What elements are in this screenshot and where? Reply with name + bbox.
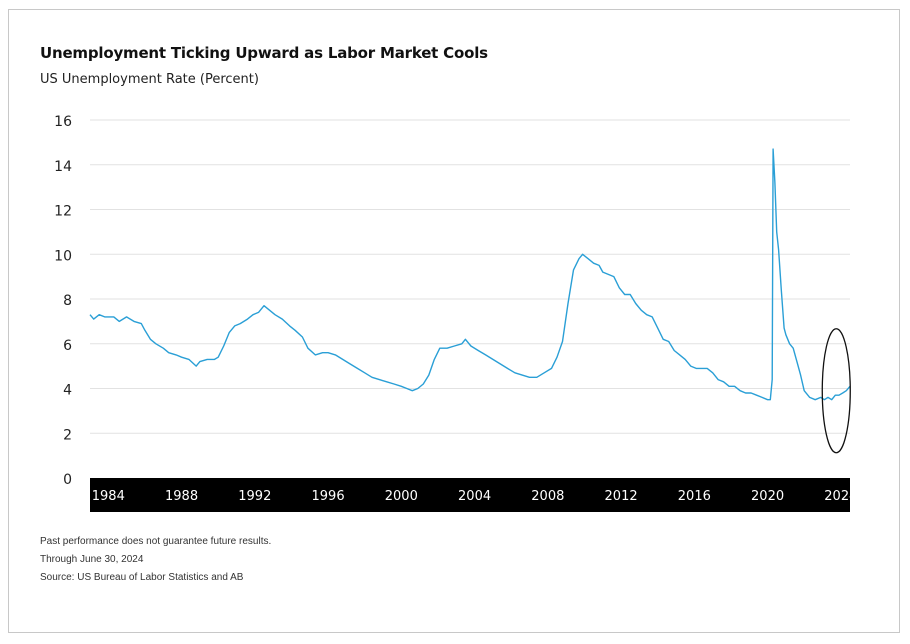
x-tick-label: 2008 <box>531 489 564 504</box>
chart-subtitle: US Unemployment Rate (Percent) <box>40 72 259 87</box>
x-tick-label: 2000 <box>385 489 418 504</box>
x-tick-label: 1984 <box>92 489 125 504</box>
x-tick-label: 2024 <box>824 489 857 504</box>
footnote-source: Source: US Bureau of Labor Statistics an… <box>40 572 244 583</box>
x-tick-label: 1992 <box>238 489 271 504</box>
y-tick-label: 0 <box>63 472 72 488</box>
x-axis-band <box>90 478 850 512</box>
x-tick-label: 1988 <box>165 489 198 504</box>
x-tick-label: 2004 <box>458 489 491 504</box>
y-tick-label: 4 <box>63 383 72 399</box>
footnote-date: Through June 30, 2024 <box>40 554 144 565</box>
highlight-ellipse <box>821 328 851 454</box>
x-tick-label: 1996 <box>312 489 345 504</box>
y-tick-label: 16 <box>54 114 72 130</box>
chart-title: Unemployment Ticking Upward as Labor Mar… <box>40 44 488 62</box>
y-tick-label: 6 <box>63 338 72 354</box>
y-tick-label: 14 <box>54 159 72 175</box>
y-tick-label: 2 <box>63 427 72 443</box>
y-tick-label: 12 <box>54 204 72 220</box>
y-tick-label: 10 <box>54 248 72 264</box>
y-tick-label: 8 <box>63 293 72 309</box>
x-tick-label: 2016 <box>678 489 711 504</box>
footnote-disclaimer: Past performance does not guarantee futu… <box>40 536 272 547</box>
chart-frame <box>8 9 900 633</box>
series-line-unemployment <box>89 148 851 401</box>
x-tick-label: 2020 <box>751 489 784 504</box>
footnotes: Past performance does not guarantee futu… <box>40 533 271 587</box>
x-tick-label: 2012 <box>605 489 638 504</box>
